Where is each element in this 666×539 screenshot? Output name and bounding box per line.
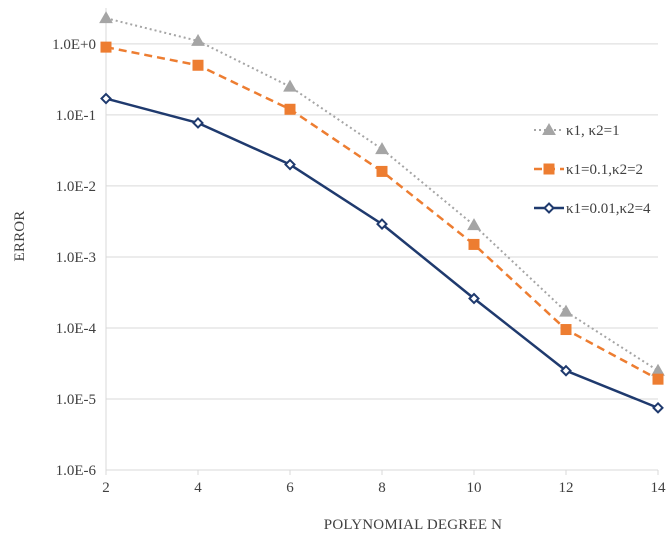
data-point-marker: [652, 401, 664, 414]
series-2: [100, 41, 664, 385]
y-tick-label: 1.0E-6: [56, 463, 97, 479]
legend-label: κ1=0.1,κ2=2: [566, 162, 643, 178]
y-tick-label: 1.0E-2: [56, 179, 96, 195]
series-line: [105, 17, 659, 372]
grid: [106, 43, 658, 471]
x-tick-label: 8: [378, 480, 386, 496]
x-tick-label: 6: [286, 480, 294, 496]
data-point-marker: [284, 103, 296, 115]
data-point-marker: [283, 79, 297, 92]
data-point-marker: [192, 117, 204, 129]
legend-label: κ1=0.01,κ2=4: [566, 201, 651, 217]
legend-marker: [542, 122, 556, 135]
data-point-marker: [467, 218, 481, 231]
data-point-marker: [284, 158, 296, 171]
data-point-marker: [376, 165, 388, 177]
data-point-marker: [192, 59, 204, 71]
data-point-marker: [468, 292, 480, 305]
data-point-marker: [375, 142, 389, 155]
legend: κ1, κ2=1 κ1=0.1,κ2=2 κ1=0.01,κ2=4: [534, 122, 651, 217]
y-tick-label: 1.0E-5: [56, 392, 96, 408]
x-tick-label: 12: [559, 480, 574, 496]
y-tick-label: 1.0E+0: [52, 37, 96, 53]
data-point-marker: [376, 218, 388, 231]
data-point-marker: [652, 373, 664, 385]
y-tick-label: 1.0E-4: [56, 321, 97, 337]
x-axis-title: POLYNOMIAL DEGREE N: [324, 517, 502, 533]
x-tick-label: 10: [467, 480, 482, 496]
data-point-marker: [100, 92, 112, 105]
y-axis-title: ERROR: [12, 210, 28, 261]
x-tick-label: 4: [194, 480, 202, 496]
data-point-marker: [99, 11, 113, 24]
legend-item: κ1, κ2=1: [534, 122, 620, 139]
series-1: [99, 11, 665, 376]
y-tick-label: 1.0E-1: [56, 108, 96, 124]
series-3: [100, 92, 664, 414]
data-point-marker: [468, 238, 480, 250]
data-point-marker: [559, 304, 573, 317]
legend-item: κ1=0.1,κ2=2: [534, 162, 643, 178]
data-point-marker: [560, 364, 572, 377]
data-point-marker: [560, 324, 572, 336]
legend-label: κ1, κ2=1: [566, 123, 620, 139]
y-tick-label: 1.0E-3: [56, 250, 96, 266]
legend-marker: [543, 202, 555, 214]
series-group: [99, 11, 665, 414]
x-tick-label: 14: [651, 480, 666, 496]
x-tick-label: 2: [102, 480, 110, 496]
data-point-marker: [191, 33, 205, 46]
data-point-marker: [651, 363, 665, 376]
legend-marker: [543, 163, 555, 175]
axes: 1.0E+0 1.0E-1 1.0E-2 1.0E-3 1.0E-4 1.0E-5 1.0E…: [52, 8, 666, 496]
data-point-marker: [100, 41, 112, 53]
legend-item: κ1=0.01,κ2=4: [534, 201, 651, 217]
